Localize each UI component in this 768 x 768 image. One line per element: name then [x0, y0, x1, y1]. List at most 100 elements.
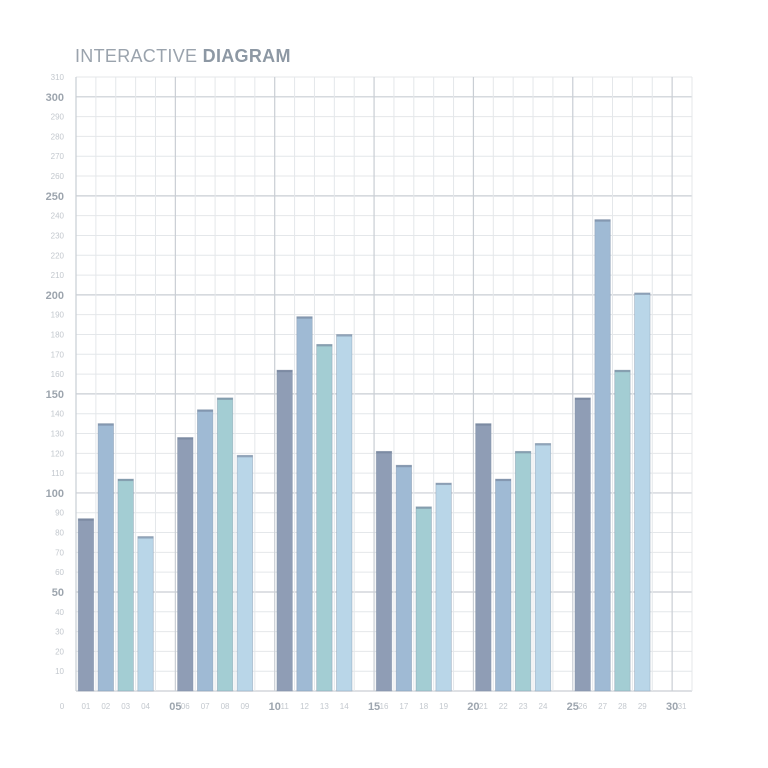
bar-cap-28 — [614, 370, 631, 373]
x-tick-label: 15 — [368, 701, 380, 713]
bar-08 — [216, 397, 234, 692]
y-tick-label: 40 — [55, 608, 64, 617]
bar-cap-12 — [296, 316, 313, 319]
y-tick-label: 250 — [46, 191, 64, 203]
y-tick-label: 100 — [46, 488, 64, 500]
bar-29 — [634, 292, 651, 692]
y-tick-label: 270 — [51, 152, 65, 161]
bar-01 — [77, 518, 95, 692]
bar-13 — [316, 343, 333, 692]
x-tick-label: 27 — [598, 702, 607, 711]
y-tick-label: 150 — [46, 389, 64, 401]
x-tick-label: 04 — [141, 702, 150, 711]
bar-cap-17 — [396, 465, 412, 468]
x-tick-label: 12 — [300, 702, 309, 711]
x-tick-label: 17 — [399, 702, 408, 711]
bar-series — [77, 219, 651, 692]
bar-07 — [197, 409, 214, 692]
x-tick-label: 08 — [221, 702, 230, 711]
x-tick-label: 09 — [240, 702, 249, 711]
bar-cap-29 — [634, 292, 651, 295]
bar-22 — [495, 478, 512, 692]
x-tick-label: 05 — [169, 701, 181, 713]
x-tick-label: 30 — [666, 701, 678, 713]
x-tick-label: 21 — [479, 702, 488, 711]
bar-cap-06 — [177, 437, 194, 440]
y-tick-label: 110 — [51, 469, 64, 478]
y-tick-label: 50 — [52, 587, 64, 599]
x-tick-label: 18 — [419, 702, 428, 711]
x-tick-label: 28 — [618, 702, 627, 711]
x-tick-label: 19 — [439, 702, 448, 711]
bar-16 — [375, 450, 393, 692]
y-tick-label: 70 — [55, 548, 64, 557]
y-tick-label: 80 — [55, 529, 64, 538]
y-tick-label: 30 — [55, 628, 64, 637]
y-tick-label: 160 — [51, 370, 65, 379]
y-tick-label: 190 — [51, 311, 65, 320]
bar-26 — [574, 397, 591, 692]
y-tick-label: 120 — [51, 449, 65, 458]
y-tick-label: 130 — [51, 430, 65, 439]
bar-cap-27 — [594, 219, 611, 222]
bar-cap-22 — [495, 479, 511, 482]
y-tick-label: 90 — [55, 509, 64, 518]
bar-21 — [475, 423, 492, 692]
y-tick-label: 220 — [51, 251, 65, 260]
bar-24 — [534, 443, 552, 692]
bar-02 — [97, 423, 114, 692]
y-tick-label: 230 — [51, 231, 65, 240]
y-tick-label: 60 — [55, 568, 64, 577]
x-tick-label: 31 — [678, 702, 687, 711]
y-tick-label: 20 — [55, 647, 64, 656]
bar-28 — [614, 369, 631, 692]
x-tick-label: 0 — [60, 702, 65, 711]
y-tick-label: 240 — [51, 212, 65, 221]
x-axis-ticks: 0 01 02 03 04 05 06 07 08 09 10 11 12 13 14 15 16 17 18 19 2… — [60, 701, 687, 713]
bar-cap-01 — [78, 518, 94, 521]
bar-cap-03 — [117, 479, 134, 482]
x-tick-label: 20 — [467, 701, 479, 713]
bar-03 — [117, 478, 134, 692]
bar-cap-19 — [435, 483, 452, 486]
y-tick-label: 280 — [51, 132, 65, 141]
y-tick-label: 10 — [55, 667, 64, 676]
bar-cap-18 — [415, 506, 432, 509]
x-tick-label: 10 — [269, 701, 281, 713]
bar-14 — [336, 334, 353, 692]
bar-06 — [177, 437, 194, 692]
bar-11 — [276, 369, 293, 692]
x-tick-label: 29 — [638, 702, 647, 711]
x-tick-label: 14 — [340, 702, 349, 711]
x-tick-label: 13 — [320, 702, 329, 711]
title-light: INTERACTIVE — [75, 46, 198, 66]
title-bold: DIAGRAM — [202, 46, 291, 66]
y-tick-label: 210 — [51, 271, 65, 280]
bar-09 — [236, 454, 254, 692]
x-tick-label: 02 — [101, 702, 110, 711]
y-tick-label: 200 — [46, 290, 64, 302]
x-tick-label: 01 — [81, 702, 90, 711]
y-axis-ticks: 10 20 30 40 50 60 70 80 90 100 110 120 130 140 150 160 1… — [46, 73, 65, 676]
bar-cap-16 — [376, 451, 392, 454]
bar-cap-02 — [98, 423, 114, 426]
bar-27 — [594, 219, 611, 692]
y-tick-label: 260 — [51, 172, 65, 181]
bar-cap-21 — [475, 423, 492, 426]
x-tick-label: 16 — [380, 702, 389, 711]
x-tick-label: 24 — [539, 702, 548, 711]
bar-23 — [514, 450, 532, 692]
y-tick-label: 140 — [51, 410, 65, 419]
bar-12 — [296, 316, 313, 692]
bar-cap-11 — [276, 370, 293, 373]
x-tick-label: 25 — [567, 701, 579, 713]
bar-cap-14 — [336, 334, 353, 337]
y-tick-label: 310 — [51, 73, 65, 82]
bar-04 — [137, 536, 154, 692]
bar-cap-24 — [535, 443, 551, 446]
y-tick-label: 170 — [51, 350, 65, 359]
y-tick-label: 290 — [51, 113, 65, 122]
x-tick-label: 22 — [499, 702, 508, 711]
bar-19 — [435, 482, 452, 692]
